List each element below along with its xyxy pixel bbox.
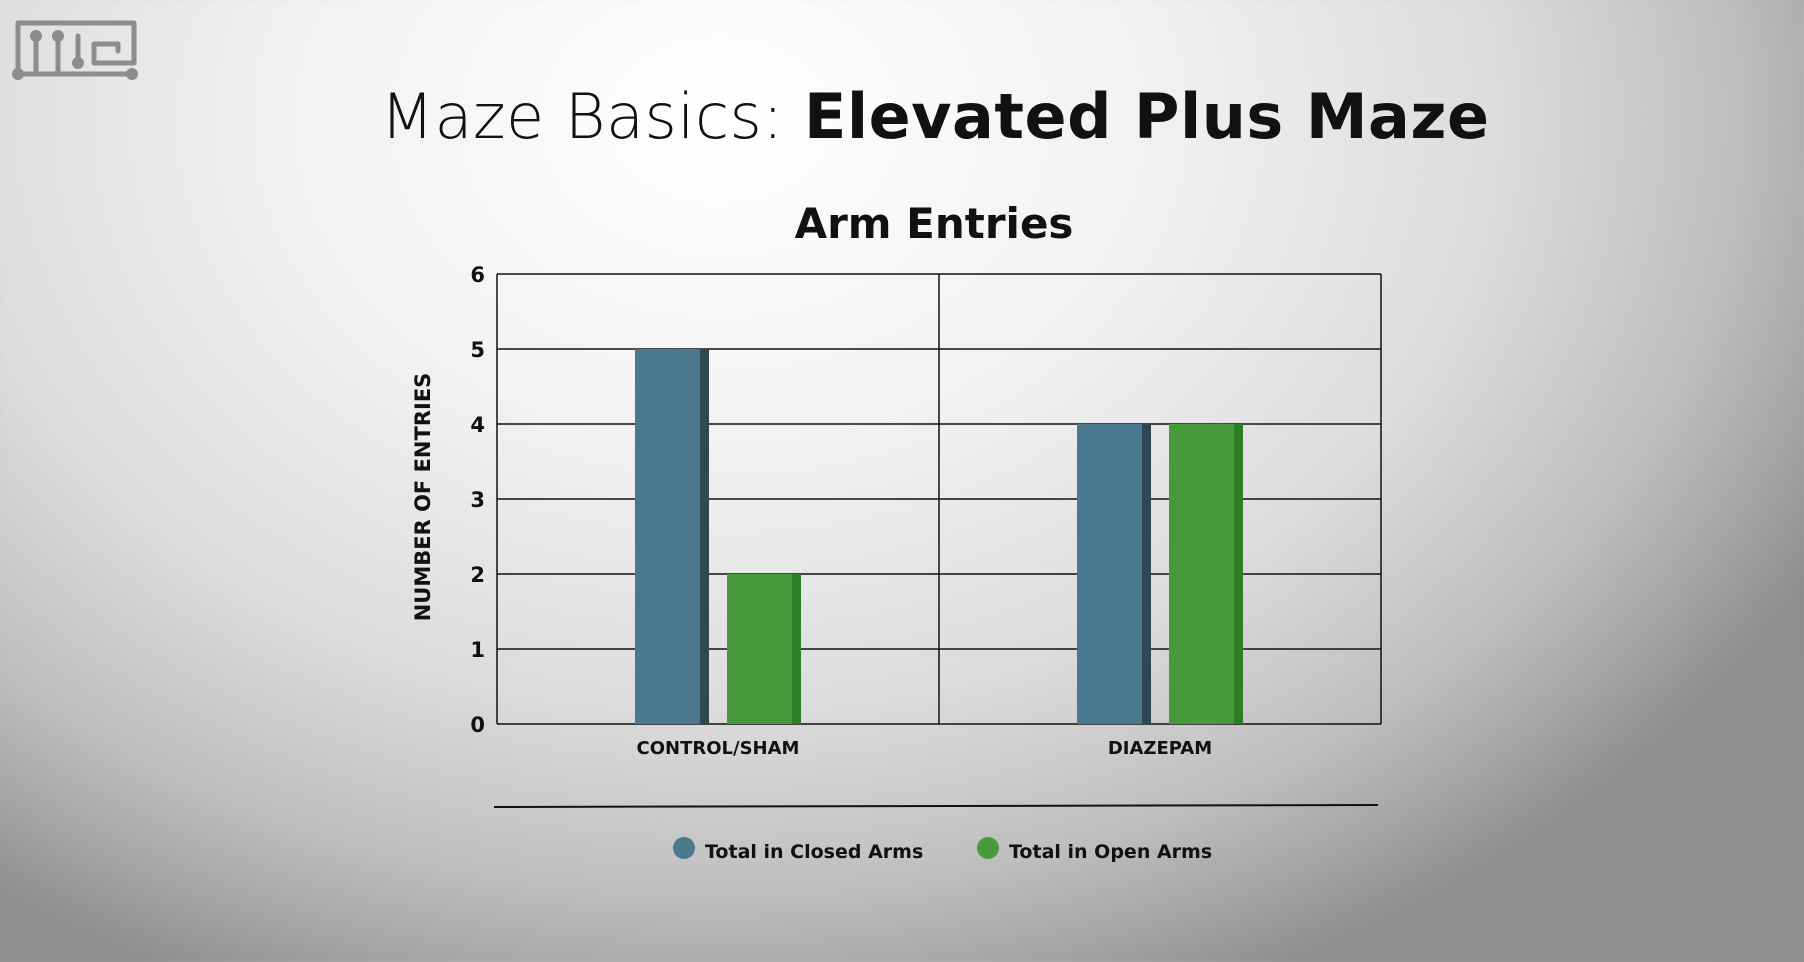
bar-shade <box>700 349 709 724</box>
bar-shade <box>1234 424 1243 724</box>
bar <box>1077 424 1142 724</box>
legend-label: Total in Open Arms <box>1009 841 1212 863</box>
maze-logo-icon <box>12 20 138 80</box>
page-title: Maze Basics: Elevated Plus Maze <box>0 80 1804 153</box>
y-tick-label: 1 <box>470 638 485 662</box>
bar <box>727 574 792 724</box>
bar-shade <box>792 574 801 724</box>
bar <box>635 349 700 724</box>
y-tick-label: 4 <box>470 413 485 437</box>
legend-swatch <box>673 837 695 859</box>
bar <box>1169 424 1234 724</box>
y-axis-label: NUMBER OF ENTRIES <box>411 373 435 622</box>
legend-swatch <box>977 837 999 859</box>
chart-title: Arm Entries <box>795 199 1074 248</box>
legend-label: Total in Closed Arms <box>705 841 923 863</box>
category-label: DIAZEPAM <box>1108 738 1212 759</box>
legend-divider <box>493 804 1379 808</box>
y-tick-label: 3 <box>470 488 485 512</box>
category-label: CONTROL/SHAM <box>637 738 800 759</box>
bar-shade <box>1142 424 1151 724</box>
y-tick-label: 5 <box>470 338 485 362</box>
y-tick-label: 2 <box>470 563 485 587</box>
y-tick-label: 0 <box>470 713 485 737</box>
y-tick-label: 6 <box>470 263 485 287</box>
page-title-prefix: Maze Basics: <box>380 80 804 153</box>
page-title-main: Elevated Plus Maze <box>803 80 1490 153</box>
